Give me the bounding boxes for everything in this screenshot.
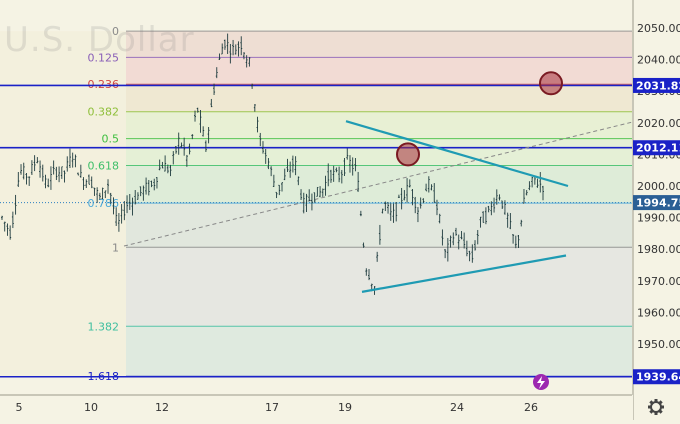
fib-zone (126, 31, 632, 58)
triangle-lower-line[interactable] (361, 254, 567, 293)
fib-zone-left (0, 31, 126, 377)
price-label-text: 2031.82 (636, 79, 680, 92)
price-tick-label: 2000.00 (637, 180, 680, 193)
price-tick-label: 2040.00 (637, 54, 680, 67)
fib-zone (126, 111, 632, 139)
date-tick-label: 24 (450, 401, 464, 414)
fib-zone (126, 326, 632, 377)
price-label-text: 1939.64 (636, 371, 680, 384)
fib-level-label: 1.382 (88, 320, 120, 333)
price-tick-label: 1950.00 (637, 338, 680, 351)
lightning-icon[interactable] (533, 374, 549, 390)
date-tick-label: 17 (265, 401, 279, 414)
date-tick-label: 5 (16, 401, 23, 414)
fib-level-label: 0.618 (88, 159, 120, 172)
fib-level-label: 0.125 (88, 51, 120, 64)
fib-zone (126, 247, 632, 327)
dashed-trend-line[interactable] (123, 121, 633, 247)
price-tick-label: 1970.00 (637, 275, 680, 288)
price-tick-label: 2050.00 (637, 22, 680, 35)
price-label-box (633, 140, 680, 156)
price-label-box (633, 77, 680, 93)
fib-zone (126, 138, 632, 166)
date-axis-panel (0, 395, 633, 420)
price-label-box (633, 369, 680, 385)
fib-level-label: 0.382 (88, 106, 120, 119)
circle-marker[interactable] (539, 71, 563, 96)
price-tick-label: 1980.00 (637, 243, 680, 256)
circle-marker[interactable] (396, 142, 420, 167)
gear-icon[interactable] (648, 399, 664, 415)
price-label-text: 2012.11 (636, 142, 680, 155)
date-tick-label: 12 (155, 401, 169, 414)
price-tick-label: 1990.00 (637, 212, 680, 225)
fib-level-label: 0.5 (102, 133, 120, 146)
date-tick-label: 10 (84, 401, 98, 414)
fib-zone (126, 203, 632, 248)
date-tick-label: 26 (524, 401, 538, 414)
fib-level-label: 1 (112, 241, 119, 254)
price-label-text: 1994.75 (636, 197, 680, 210)
date-tick-label: 19 (338, 401, 352, 414)
price-tick-label: 2020.00 (637, 117, 680, 130)
price-label-box (633, 195, 680, 211)
price-tick-label: 1960.00 (637, 306, 680, 319)
triangle-upper-line[interactable] (345, 120, 569, 188)
fib-level-label: 0 (112, 25, 119, 38)
